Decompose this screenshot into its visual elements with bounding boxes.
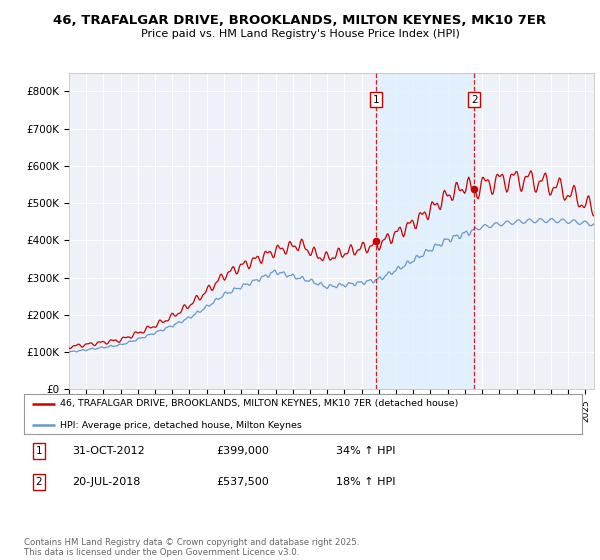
Text: 46, TRAFALGAR DRIVE, BROOKLANDS, MILTON KEYNES, MK10 7ER: 46, TRAFALGAR DRIVE, BROOKLANDS, MILTON … <box>53 14 547 27</box>
Text: Contains HM Land Registry data © Crown copyright and database right 2025.
This d: Contains HM Land Registry data © Crown c… <box>24 538 359 557</box>
Text: 46, TRAFALGAR DRIVE, BROOKLANDS, MILTON KEYNES, MK10 7ER (detached house): 46, TRAFALGAR DRIVE, BROOKLANDS, MILTON … <box>60 399 458 408</box>
Text: HPI: Average price, detached house, Milton Keynes: HPI: Average price, detached house, Milt… <box>60 421 302 430</box>
Text: 2: 2 <box>35 477 43 487</box>
Text: 18% ↑ HPI: 18% ↑ HPI <box>336 477 395 487</box>
Text: 1: 1 <box>35 446 43 456</box>
Text: 20-JUL-2018: 20-JUL-2018 <box>72 477 140 487</box>
Text: £399,000: £399,000 <box>216 446 269 456</box>
Text: £537,500: £537,500 <box>216 477 269 487</box>
Text: 1: 1 <box>373 95 379 105</box>
Text: Price paid vs. HM Land Registry's House Price Index (HPI): Price paid vs. HM Land Registry's House … <box>140 29 460 39</box>
Text: 2: 2 <box>471 95 478 105</box>
Text: 31-OCT-2012: 31-OCT-2012 <box>72 446 145 456</box>
Text: 34% ↑ HPI: 34% ↑ HPI <box>336 446 395 456</box>
